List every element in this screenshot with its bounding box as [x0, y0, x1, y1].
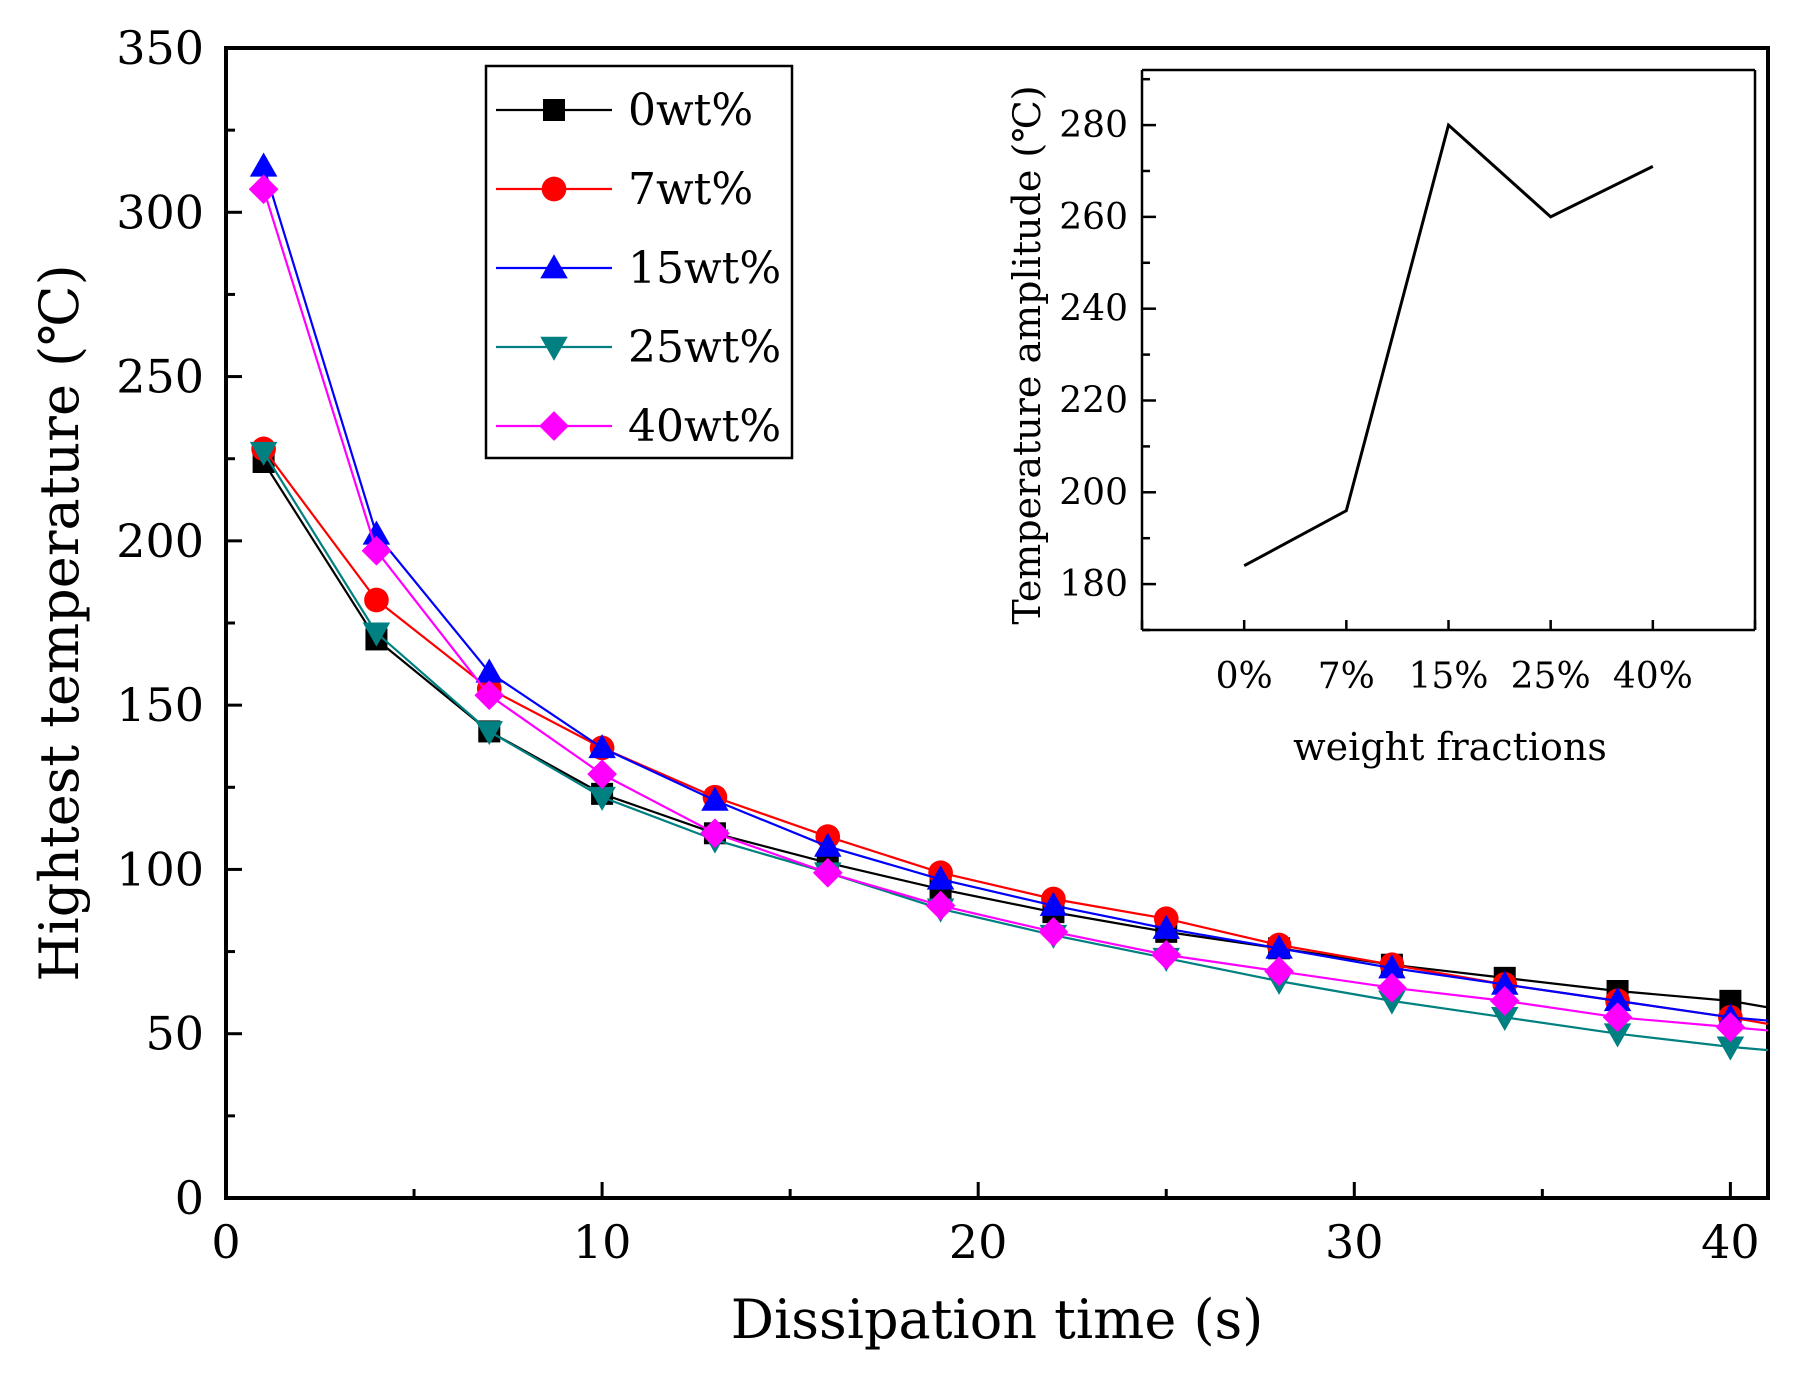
- inset-y-tick-label: 180: [1059, 564, 1128, 605]
- main-x-axis-title: Dissipation time (s): [731, 1288, 1264, 1351]
- legend-label-25wtpct: 25wt%: [628, 322, 781, 373]
- inset-series-line: [1243, 122, 1654, 568]
- data-point-40wtpct: [1489, 986, 1520, 1016]
- data-point-15wtpct: [1152, 914, 1180, 939]
- inset-x-tick-label: 40%: [1613, 656, 1693, 697]
- legend-entries: 0wt% 7wt% 15wt% 25wt% 40wt%: [496, 85, 781, 452]
- legend-entry-0wtpct: 0wt%: [496, 85, 753, 136]
- main-series-layer: [248, 152, 1768, 1061]
- main-y-tick-label: 350: [116, 21, 204, 75]
- data-point-40wtpct: [1602, 1002, 1633, 1033]
- data-point-25wtpct: [1378, 990, 1406, 1015]
- data-point-7wtpct: [364, 587, 389, 613]
- main-plot-frame: [224, 46, 1770, 1200]
- inset-series-layer: [1243, 122, 1654, 568]
- data-point-25wtpct: [1490, 1006, 1519, 1032]
- data-point-40wtpct: [361, 535, 392, 566]
- data-point-40wtpct: [1264, 956, 1294, 987]
- legend-label-40wtpct: 40wt%: [628, 401, 781, 452]
- legend-entry-15wtpct: 15wt%: [496, 243, 781, 294]
- main-y-axis-title: Hightest temperature (℃): [28, 264, 91, 981]
- data-point-40wtpct: [700, 818, 730, 849]
- data-point-25wtpct: [249, 441, 278, 466]
- data-point-15wtpct: [701, 786, 729, 811]
- main-y-tick-label: 200: [116, 514, 204, 568]
- main-y-tick-label: 100: [116, 842, 204, 896]
- data-point-40wtpct: [474, 680, 505, 711]
- legend-marker-25wtpct: [540, 336, 568, 361]
- data-point-15wtpct: [362, 520, 391, 545]
- data-point-15wtpct: [1490, 970, 1519, 995]
- data-point-40wtpct: [248, 174, 279, 205]
- main-axes: 0 50 100 150 200 250 300 350 0 10 20 30 40: [116, 21, 1759, 1269]
- data-point-15wtpct: [249, 152, 278, 177]
- inset-y-tick-label: 240: [1059, 289, 1128, 330]
- main-x-tick-label: 40: [1701, 1215, 1760, 1269]
- legend-box: [484, 64, 794, 460]
- legend-entry-25wtpct: 25wt%: [496, 322, 781, 373]
- data-point-40wtpct: [812, 857, 843, 888]
- data-point-25wtpct: [1603, 1023, 1632, 1048]
- data-point-40wtpct: [1715, 1012, 1746, 1042]
- data-point-25wtpct: [588, 786, 616, 811]
- inset-x-tick-label: 25%: [1511, 656, 1591, 697]
- inset-x-tick-label: 0%: [1216, 656, 1273, 697]
- legend-marker-40wtpct: [539, 411, 569, 441]
- inset-y-tick-label: 260: [1059, 197, 1128, 238]
- main-y-tick-label: 50: [145, 1007, 204, 1061]
- inset-y-tick-label: 220: [1059, 380, 1128, 421]
- inset-x-tick-label: 15%: [1408, 656, 1488, 697]
- data-point-15wtpct: [588, 734, 616, 759]
- main-y-tick-label: 0: [175, 1171, 204, 1225]
- data-point-25wtpct: [475, 721, 504, 746]
- legend-marker-7wtpct: [541, 176, 567, 202]
- inset-axes: 180 200 220 240 260 280 0% 7% 15% 25% 40%: [1059, 77, 1757, 697]
- data-point-40wtpct: [925, 890, 956, 921]
- data-point-15wtpct: [1265, 934, 1293, 959]
- data-point-15wtpct: [926, 865, 955, 890]
- main-y-tick-label: 150: [116, 678, 204, 732]
- data-point-15wtpct: [1039, 891, 1068, 916]
- data-point-15wtpct: [814, 832, 842, 857]
- data-point-15wtpct: [475, 658, 504, 683]
- legend: 0wt% 7wt% 15wt% 25wt% 40wt%: [484, 64, 794, 460]
- inset-y-tick-label: 200: [1059, 472, 1128, 513]
- legend-entry-40wtpct: 40wt%: [496, 401, 781, 452]
- legend-entry-7wtpct: 7wt%: [496, 164, 753, 215]
- main-x-tick-label: 30: [1325, 1215, 1384, 1269]
- legend-label-15wtpct: 15wt%: [628, 243, 781, 294]
- inset-y-axis-title: Temperature amplitude (℃): [1005, 85, 1049, 624]
- inset-x-tick-label: 7%: [1318, 656, 1375, 697]
- data-point-25wtpct: [362, 622, 391, 647]
- data-point-40wtpct: [1151, 940, 1182, 970]
- main-y-tick-label: 250: [116, 350, 204, 404]
- main-x-tick-label: 20: [949, 1215, 1008, 1269]
- data-point-40wtpct: [1377, 972, 1407, 1003]
- data-point-40wtpct: [587, 759, 617, 789]
- legend-label-7wtpct: 7wt%: [628, 164, 753, 215]
- main-chart: 0 50 100 150 200 250 300 350 0 10 20 30 40 Dissipati…: [28, 21, 1770, 1351]
- data-point-25wtpct: [1716, 1036, 1745, 1061]
- inset-x-axis-title: weight fractions: [1293, 725, 1607, 769]
- inset-chart: 180 200 220 240 260 280 0% 7% 15% 25% 40% weight f…: [1005, 68, 1757, 769]
- legend-label-0wtpct: 0wt%: [628, 85, 753, 136]
- data-point-15wtpct: [1603, 987, 1632, 1012]
- data-point-40wtpct: [1038, 917, 1069, 947]
- legend-marker-0wtpct: [543, 99, 565, 121]
- data-point-15wtpct: [1378, 954, 1406, 979]
- main-x-tick-label: 0: [211, 1215, 240, 1269]
- series-40wtpct: [248, 174, 1768, 1042]
- main-y-tick-label: 300: [116, 185, 204, 239]
- legend-marker-15wtpct: [540, 254, 568, 279]
- inset-y-tick-label: 280: [1059, 105, 1128, 146]
- main-x-tick-label: 10: [573, 1215, 632, 1269]
